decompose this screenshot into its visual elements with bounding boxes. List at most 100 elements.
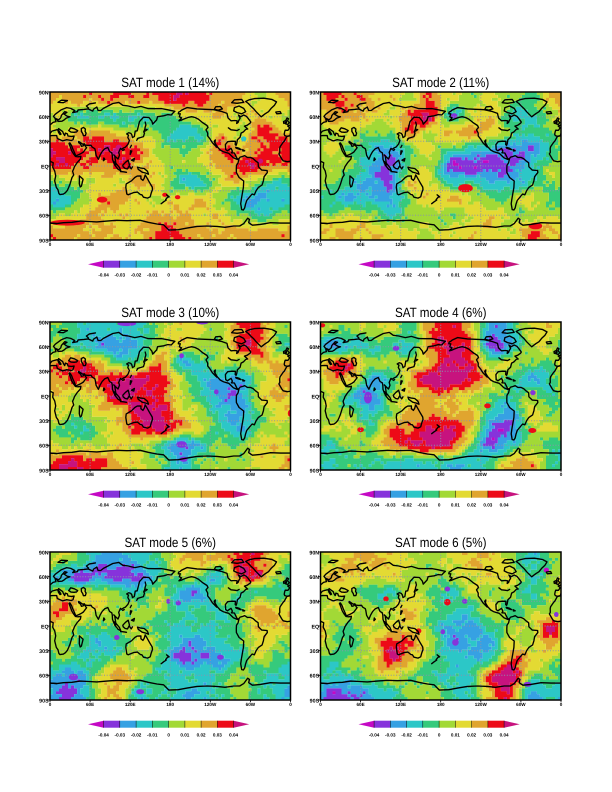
svg-text:0.01: 0.01 bbox=[451, 733, 460, 738]
svg-text:0: 0 bbox=[319, 472, 322, 477]
svg-text:120W: 120W bbox=[475, 242, 488, 247]
svg-text:0.02: 0.02 bbox=[467, 273, 476, 278]
svg-text:-0.03: -0.03 bbox=[385, 733, 396, 738]
svg-text:30N: 30N bbox=[39, 140, 49, 146]
svg-text:180: 180 bbox=[166, 472, 174, 477]
svg-text:0.03: 0.03 bbox=[213, 273, 222, 278]
svg-text:120E: 120E bbox=[125, 242, 136, 247]
svg-text:-0.03: -0.03 bbox=[385, 503, 396, 508]
svg-text:30S: 30S bbox=[310, 649, 320, 655]
svg-text:-0.01: -0.01 bbox=[147, 733, 158, 738]
svg-text:-0.03: -0.03 bbox=[115, 733, 126, 738]
svg-text:SAT mode 4 (6%): SAT mode 4 (6%) bbox=[395, 305, 487, 320]
svg-text:120E: 120E bbox=[395, 242, 406, 247]
svg-text:-0.02: -0.02 bbox=[131, 503, 142, 508]
svg-text:-0.04: -0.04 bbox=[98, 273, 109, 278]
svg-text:60W: 60W bbox=[516, 472, 526, 477]
svg-text:0.03: 0.03 bbox=[483, 503, 492, 508]
svg-text:0.04: 0.04 bbox=[500, 503, 509, 508]
svg-text:0.02: 0.02 bbox=[197, 273, 206, 278]
svg-text:0: 0 bbox=[167, 273, 170, 278]
svg-text:EQ: EQ bbox=[41, 164, 49, 170]
svg-text:60S: 60S bbox=[39, 444, 49, 450]
svg-text:0.02: 0.02 bbox=[197, 733, 206, 738]
svg-text:60E: 60E bbox=[357, 472, 365, 477]
svg-text:60S: 60S bbox=[310, 444, 320, 450]
svg-text:90N: 90N bbox=[39, 90, 49, 96]
svg-text:180: 180 bbox=[437, 702, 445, 707]
svg-text:EQ: EQ bbox=[41, 624, 49, 630]
svg-text:30S: 30S bbox=[39, 649, 49, 655]
svg-text:30N: 30N bbox=[309, 370, 319, 376]
svg-text:120W: 120W bbox=[204, 472, 217, 477]
svg-text:120E: 120E bbox=[395, 472, 406, 477]
svg-text:-0.02: -0.02 bbox=[401, 733, 412, 738]
svg-text:90N: 90N bbox=[309, 550, 319, 556]
svg-text:120E: 120E bbox=[125, 472, 136, 477]
svg-text:-0.03: -0.03 bbox=[385, 273, 396, 278]
svg-text:90N: 90N bbox=[39, 320, 49, 326]
svg-text:60E: 60E bbox=[357, 702, 365, 707]
svg-text:0.03: 0.03 bbox=[483, 273, 492, 278]
svg-text:0.03: 0.03 bbox=[213, 733, 222, 738]
svg-text:0: 0 bbox=[560, 472, 563, 477]
svg-text:30N: 30N bbox=[39, 600, 49, 606]
svg-text:EQ: EQ bbox=[311, 164, 319, 170]
svg-text:-0.01: -0.01 bbox=[147, 273, 158, 278]
svg-text:0.01: 0.01 bbox=[180, 503, 189, 508]
svg-text:60E: 60E bbox=[357, 242, 365, 247]
svg-text:SAT mode 1 (14%): SAT mode 1 (14%) bbox=[121, 75, 219, 90]
svg-text:60S: 60S bbox=[39, 674, 49, 680]
svg-text:120W: 120W bbox=[475, 702, 488, 707]
svg-text:90N: 90N bbox=[309, 90, 319, 96]
svg-text:0: 0 bbox=[319, 702, 322, 707]
svg-text:0: 0 bbox=[289, 242, 292, 247]
svg-text:90S: 90S bbox=[310, 468, 320, 474]
svg-text:60N: 60N bbox=[39, 575, 49, 581]
svg-text:0.04: 0.04 bbox=[229, 503, 238, 508]
svg-text:0.04: 0.04 bbox=[229, 273, 238, 278]
svg-text:0: 0 bbox=[289, 472, 292, 477]
svg-text:-0.02: -0.02 bbox=[131, 273, 142, 278]
svg-text:-0.04: -0.04 bbox=[98, 503, 109, 508]
svg-text:30S: 30S bbox=[39, 189, 49, 195]
svg-text:60W: 60W bbox=[246, 472, 256, 477]
svg-text:90S: 90S bbox=[39, 238, 49, 244]
svg-text:0.01: 0.01 bbox=[451, 273, 460, 278]
svg-text:-0.04: -0.04 bbox=[369, 273, 380, 278]
svg-text:0: 0 bbox=[289, 702, 292, 707]
svg-text:60N: 60N bbox=[39, 345, 49, 351]
svg-text:EQ: EQ bbox=[311, 394, 319, 400]
svg-text:120E: 120E bbox=[125, 702, 136, 707]
svg-text:30N: 30N bbox=[309, 140, 319, 146]
svg-text:180: 180 bbox=[437, 472, 445, 477]
svg-text:SAT mode 5 (6%): SAT mode 5 (6%) bbox=[124, 535, 216, 550]
svg-text:60S: 60S bbox=[39, 214, 49, 220]
svg-text:60W: 60W bbox=[246, 242, 256, 247]
svg-text:30N: 30N bbox=[39, 370, 49, 376]
svg-text:-0.04: -0.04 bbox=[369, 733, 380, 738]
svg-text:90S: 90S bbox=[39, 468, 49, 474]
svg-text:30S: 30S bbox=[39, 419, 49, 425]
svg-text:60N: 60N bbox=[309, 115, 319, 121]
svg-text:-0.01: -0.01 bbox=[418, 273, 429, 278]
svg-text:-0.01: -0.01 bbox=[418, 503, 429, 508]
svg-text:0.02: 0.02 bbox=[467, 733, 476, 738]
svg-text:60N: 60N bbox=[39, 115, 49, 121]
svg-text:180: 180 bbox=[437, 242, 445, 247]
svg-text:60E: 60E bbox=[86, 242, 94, 247]
svg-text:60E: 60E bbox=[86, 702, 94, 707]
svg-text:90N: 90N bbox=[309, 320, 319, 326]
svg-text:120E: 120E bbox=[395, 702, 406, 707]
svg-text:0: 0 bbox=[49, 472, 52, 477]
svg-text:60N: 60N bbox=[309, 575, 319, 581]
svg-text:180: 180 bbox=[166, 702, 174, 707]
svg-text:180: 180 bbox=[166, 242, 174, 247]
svg-text:0: 0 bbox=[560, 242, 563, 247]
svg-text:90N: 90N bbox=[39, 550, 49, 556]
svg-text:SAT mode 3 (10%): SAT mode 3 (10%) bbox=[121, 305, 219, 320]
svg-text:0: 0 bbox=[560, 702, 563, 707]
svg-text:0.04: 0.04 bbox=[500, 273, 509, 278]
svg-text:60W: 60W bbox=[516, 242, 526, 247]
svg-text:-0.02: -0.02 bbox=[401, 273, 412, 278]
